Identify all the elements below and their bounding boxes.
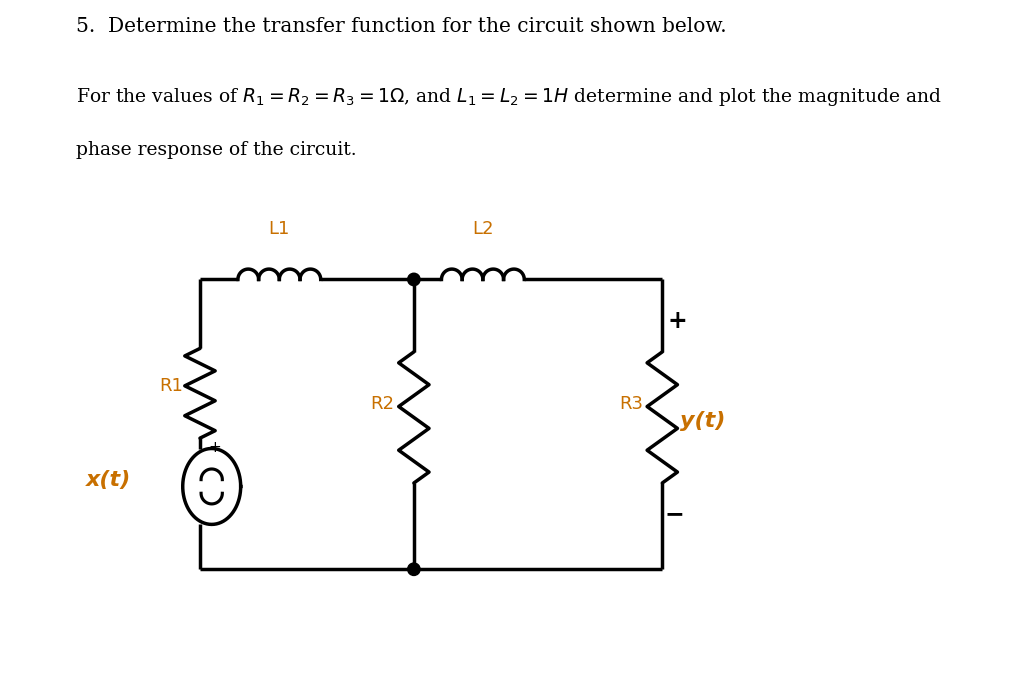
Text: R2: R2 (371, 395, 394, 413)
Text: For the values of $R_1 = R_2 = R_3 = 1\Omega$, and $L_1 = L_2 = 1H$ determine an: For the values of $R_1 = R_2 = R_3 = 1\O… (76, 86, 942, 108)
Text: 5.  Determine the transfer function for the circuit shown below.: 5. Determine the transfer function for t… (76, 17, 726, 37)
Text: −: − (665, 502, 685, 526)
Text: L2: L2 (472, 220, 494, 238)
Text: R3: R3 (618, 395, 643, 413)
Circle shape (408, 563, 420, 575)
Circle shape (408, 273, 420, 286)
Text: L1: L1 (268, 220, 290, 238)
Text: x(t): x(t) (86, 470, 131, 489)
Text: +: + (668, 309, 687, 333)
Text: phase response of the circuit.: phase response of the circuit. (76, 141, 356, 159)
Text: y(t): y(t) (680, 411, 725, 431)
Text: R1: R1 (159, 377, 182, 395)
Text: +: + (209, 440, 221, 455)
